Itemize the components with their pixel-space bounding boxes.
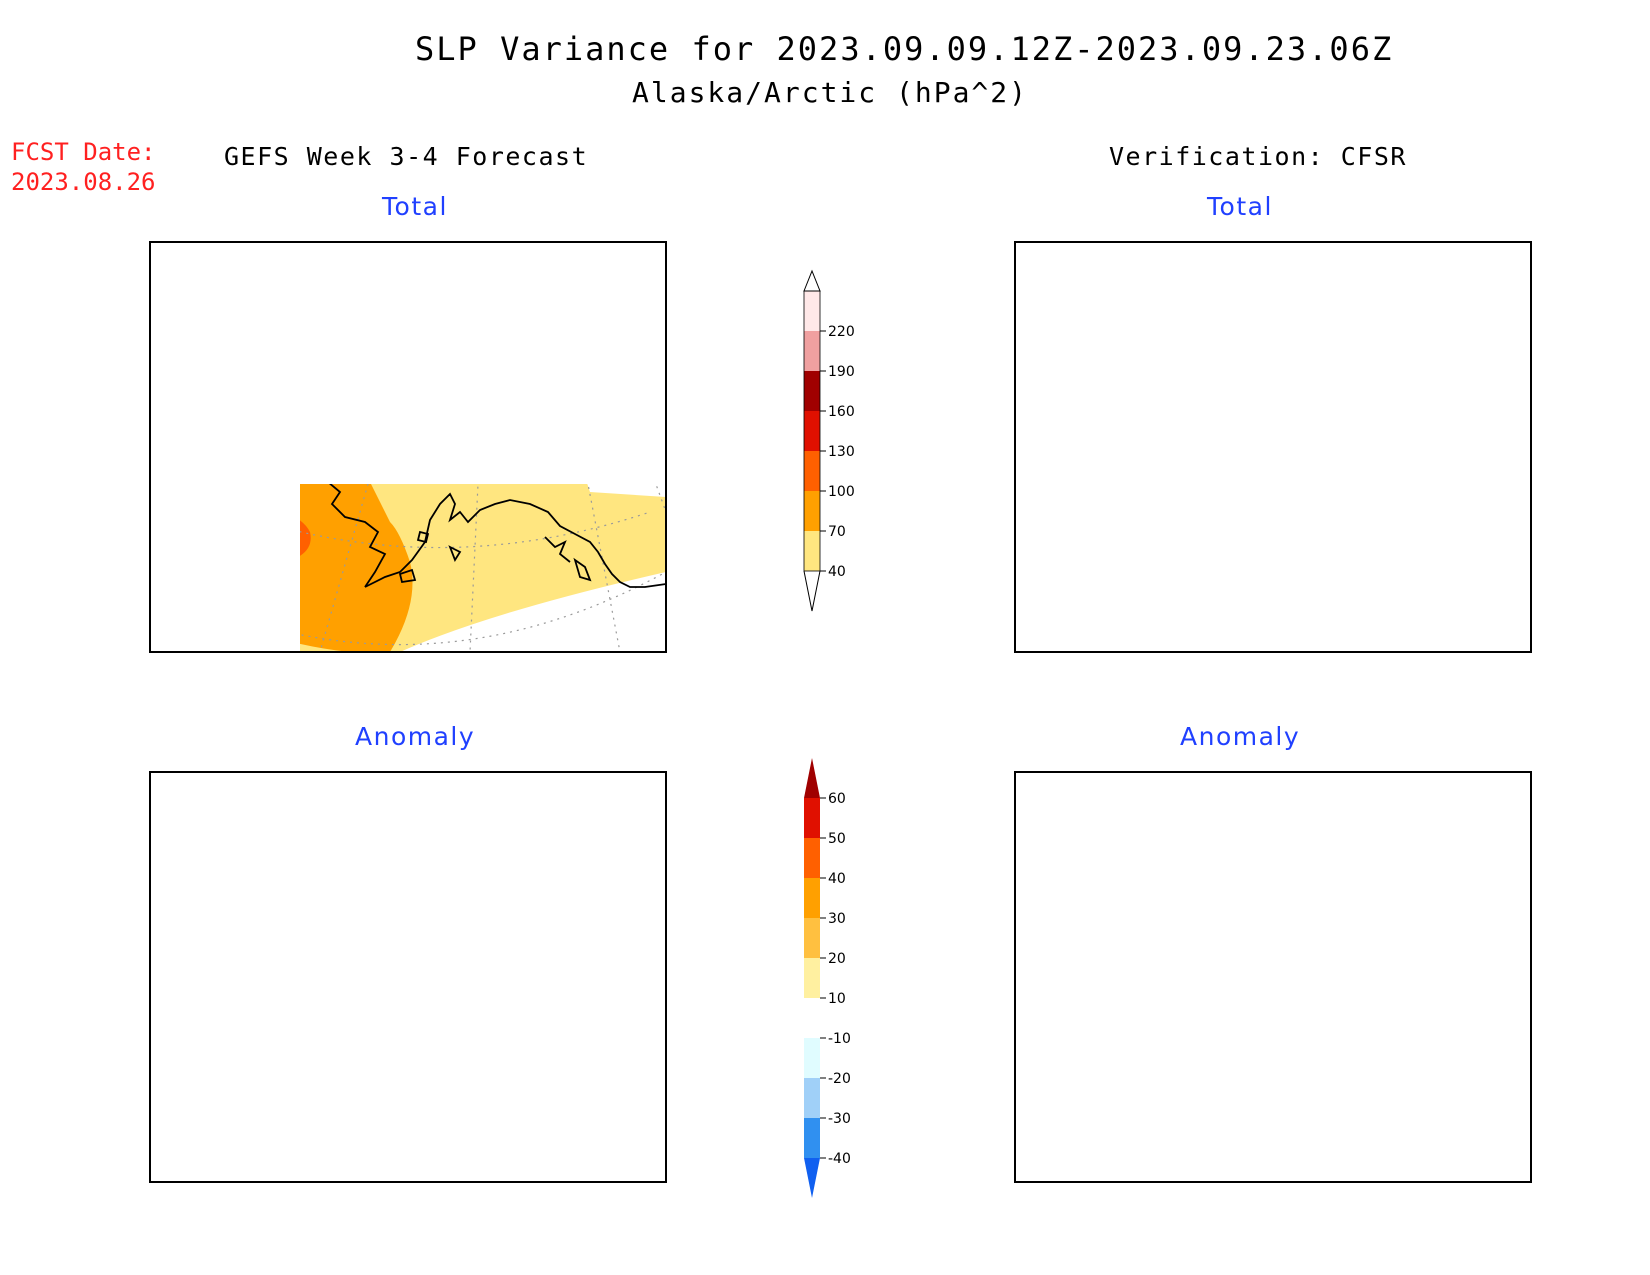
verification-total-title: Total <box>1207 192 1273 221</box>
anomaly-colorbar-label: 20 <box>828 951 846 967</box>
total-colorbar: 40 70 100 130 160 190 220 <box>803 269 855 612</box>
anomaly-colorbar-label: 40 <box>828 871 846 887</box>
total-colorbar-top-tip <box>803 269 821 292</box>
total-colorbar-label: 70 <box>828 524 846 540</box>
forecast-total-frame <box>149 241 667 653</box>
total-colorbar-outline <box>803 290 821 572</box>
verification-anomaly-map <box>1015 772 1531 1182</box>
total-colorbar-label: 130 <box>828 444 855 460</box>
anomaly-colorbar-swatch <box>804 1078 820 1118</box>
forecast-anomaly-frame <box>149 771 667 1183</box>
anomaly-colorbar-swatch <box>804 1118 820 1158</box>
total-colorbar-label: 100 <box>828 484 855 500</box>
forecast-column-title: GEFS Week 3-4 Forecast <box>224 142 589 171</box>
anomaly-colorbar-top-tip <box>804 758 820 798</box>
anomaly-colorbar-swatch <box>804 798 820 838</box>
total-colorbar-label: 190 <box>828 364 855 380</box>
verification-column-title: Verification: CFSR <box>1109 142 1407 171</box>
total-colorbar-swatch <box>804 411 820 451</box>
anomaly-colorbar-label: 10 <box>828 991 846 1007</box>
anomaly-colorbar-label: 60 <box>828 791 846 807</box>
total-colorbar-swatch <box>804 491 820 531</box>
forecast-total-title: Total <box>382 192 448 221</box>
anomaly-colorbar-bottom-tip <box>804 1158 820 1198</box>
anomaly-colorbar-swatch <box>804 998 820 1038</box>
anomaly-colorbar-swatch <box>804 1038 820 1078</box>
anomaly-colorbar-swatch <box>804 918 820 958</box>
verification-total-map <box>1015 242 1531 652</box>
total-colorbar-label: 40 <box>828 564 846 580</box>
main-title: SLP Variance for 2023.09.09.12Z-2023.09.… <box>415 30 1394 68</box>
forecast-total-map <box>300 484 667 653</box>
total-colorbar-swatch <box>804 531 820 571</box>
verification-anomaly-frame <box>1014 771 1532 1183</box>
fcst-date-value: 2023.08.26 <box>11 168 156 196</box>
anomaly-colorbar-swatch <box>804 878 820 918</box>
anomaly-colorbar: -40 -30 -20 -10 10 20 30 40 50 60 <box>804 758 851 1198</box>
fcst-date-label: FCST Date: <box>11 138 156 166</box>
forecast-anomaly-map <box>150 772 666 1182</box>
verification-total-frame <box>1014 241 1532 653</box>
anomaly-colorbar-label: -10 <box>828 1031 851 1047</box>
total-colorbar-label: 160 <box>828 404 855 420</box>
forecast-anomaly-title: Anomaly <box>355 722 476 751</box>
total-colorbar-label: 220 <box>828 324 855 340</box>
anomaly-colorbar-swatch <box>804 838 820 878</box>
verification-anomaly-title: Anomaly <box>1180 722 1301 751</box>
anomaly-colorbar-label: 30 <box>828 911 846 927</box>
total-colorbar-swatch <box>804 451 820 491</box>
anomaly-colorbar-label: -40 <box>828 1151 851 1167</box>
anomaly-colorbar-swatch <box>804 958 820 998</box>
total-colorbar-swatch <box>804 331 820 371</box>
anomaly-colorbar-label: 50 <box>828 831 846 847</box>
anomaly-colorbar-label: -20 <box>828 1071 851 1087</box>
total-colorbar-bottom-tip <box>803 570 821 612</box>
subtitle: Alaska/Arctic (hPa^2) <box>632 76 1029 109</box>
anomaly-colorbar-label: -30 <box>828 1111 851 1127</box>
total-colorbar-swatch <box>804 371 820 411</box>
total-colorbar-swatch <box>804 291 820 331</box>
